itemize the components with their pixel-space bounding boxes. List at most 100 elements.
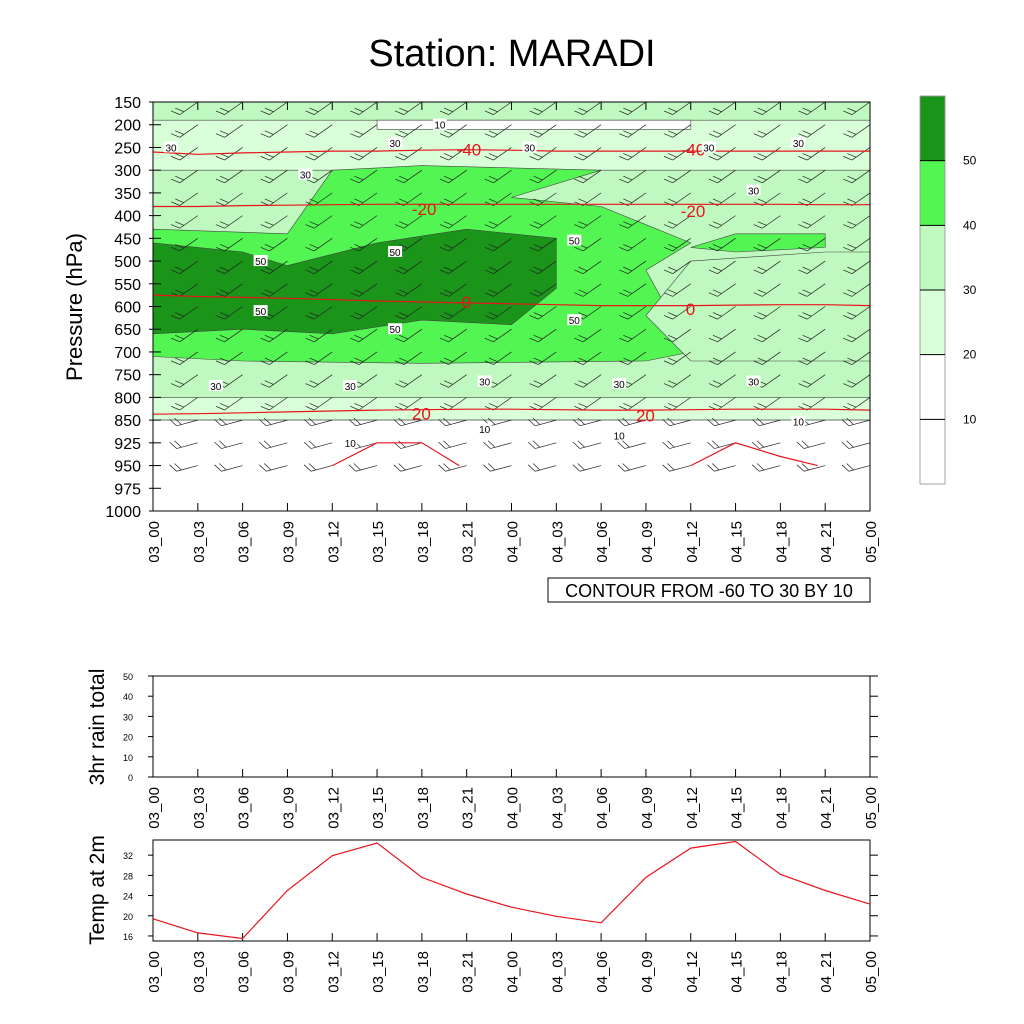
wind-label-box xyxy=(343,436,358,448)
wind-barb xyxy=(395,260,423,274)
wind-barb xyxy=(663,215,691,229)
wind-barb xyxy=(843,169,870,184)
wind-barb xyxy=(663,283,691,297)
time-tick-label: 03_03 xyxy=(191,521,208,563)
colorbar-swatch xyxy=(919,354,946,420)
wind-barb xyxy=(348,463,378,472)
wind-barb xyxy=(395,351,423,365)
colorbar-label: 20 xyxy=(963,348,977,362)
wind-barb xyxy=(439,283,467,297)
wind-barb xyxy=(574,260,602,274)
time-tick-label: 04_15 xyxy=(729,787,746,829)
wind-label-box xyxy=(612,429,627,441)
temp-tick-label: 28 xyxy=(123,871,133,881)
wind-barb xyxy=(439,306,467,320)
time-tick-label: 05_00 xyxy=(863,951,880,993)
wind-barb xyxy=(484,306,512,320)
wind-barb xyxy=(259,463,288,472)
time-tick-label: 03_21 xyxy=(460,521,477,563)
wind-speed-contour-label: 50 xyxy=(390,248,402,259)
wind-label-box xyxy=(701,141,716,153)
temperature-contour-label: 0 xyxy=(686,300,695,319)
wind-band-white-top xyxy=(376,119,692,130)
pressure-tick-label: 550 xyxy=(114,277,141,294)
wind-speed-contour-label: 30 xyxy=(390,139,402,150)
wind-barb xyxy=(843,102,870,115)
temperature-contour-label: -40 xyxy=(457,141,482,160)
wind-barb xyxy=(350,147,378,161)
wind-barb xyxy=(798,238,826,252)
wind-barb xyxy=(619,102,647,115)
wind-barb xyxy=(393,463,422,472)
rain-tick-label: 30 xyxy=(123,712,133,722)
wind-speed-contour-label: 30 xyxy=(793,139,805,150)
time-tick-label: 04_21 xyxy=(818,951,835,993)
wind-barb xyxy=(574,215,602,229)
rain-axis-label: 3hr rain total xyxy=(86,669,109,786)
temperature-contour xyxy=(153,294,870,307)
wind-barb xyxy=(663,124,691,138)
wind-barb xyxy=(707,417,736,427)
wind-speed-contour-label: 50 xyxy=(569,237,581,248)
wind-barb xyxy=(798,374,826,388)
wind-speed-contour-label: 30 xyxy=(614,380,626,391)
wind-barb xyxy=(170,102,199,115)
colorbar: 10 20 30 40 50 xyxy=(919,95,977,485)
wind-barb xyxy=(439,215,467,229)
wind-barb xyxy=(529,328,557,343)
wind-label-box xyxy=(253,255,268,267)
wind-barb xyxy=(753,169,781,184)
time-tick-label: 03_09 xyxy=(280,951,297,993)
wind-barb xyxy=(395,306,423,320)
wind-barb xyxy=(617,440,647,449)
pressure-tick-label: 400 xyxy=(114,209,141,226)
temp-axis-label: Temp at 2m xyxy=(86,835,109,945)
pressure-tick-label: 1000 xyxy=(105,504,141,521)
time-tick-label: 04_06 xyxy=(594,951,611,993)
pressure-tick-label: 650 xyxy=(114,322,141,339)
temp-axes: 16 20 24 28 32 03_00 03_03 03_06 03_09 03_12 03_15… xyxy=(123,851,880,993)
wind-barb xyxy=(619,260,647,274)
time-tick-label: 04_12 xyxy=(684,951,701,993)
wind-barb xyxy=(619,397,647,411)
wind-barb xyxy=(663,238,691,252)
wind-barb xyxy=(170,169,199,184)
wind-barb xyxy=(215,238,243,252)
time-tick-label: 04_15 xyxy=(729,951,746,993)
wind-barb xyxy=(753,351,781,365)
contour-note-box xyxy=(547,577,871,603)
temperature-contour-label: 20 xyxy=(412,404,431,423)
wind-barb xyxy=(350,169,378,184)
wind-barb xyxy=(215,260,243,274)
temperature-contour-label: 0 xyxy=(462,293,471,312)
wind-barb xyxy=(708,306,736,320)
wind-barb xyxy=(529,351,557,365)
wind-barb xyxy=(843,328,870,343)
wind-barb xyxy=(753,124,781,138)
wind-barb xyxy=(260,102,288,115)
wind-barb xyxy=(529,147,557,161)
wind-barb xyxy=(574,147,602,161)
wind-barb xyxy=(708,283,736,297)
wind-barb xyxy=(753,306,781,320)
pressure-tick-label: 150 xyxy=(114,95,141,112)
contour-labels: -40 -40 -20 -20 0 0 20 20 10 30 30 30 30 30 30 30 50 50 50… xyxy=(164,118,806,450)
time-tick-label: 04_12 xyxy=(684,521,701,563)
pressure-tick-label: 250 xyxy=(114,140,141,157)
pressure-tick-label: 850 xyxy=(114,413,141,430)
wind-label-box xyxy=(567,234,582,246)
wind-barb xyxy=(484,169,512,184)
time-tick-label: 04_09 xyxy=(639,951,656,993)
wind-barb xyxy=(483,440,512,449)
wind-barb xyxy=(663,374,691,388)
wind-barb xyxy=(708,260,736,274)
wind-barb xyxy=(350,260,378,274)
wind-barb xyxy=(303,417,333,427)
rain-tick-label: 0 xyxy=(128,773,133,783)
wind-barb xyxy=(395,147,423,161)
wind-barb xyxy=(305,147,333,161)
colorbar-label: 40 xyxy=(963,218,977,232)
wind-barb xyxy=(753,283,781,297)
wind-barb xyxy=(395,124,423,138)
